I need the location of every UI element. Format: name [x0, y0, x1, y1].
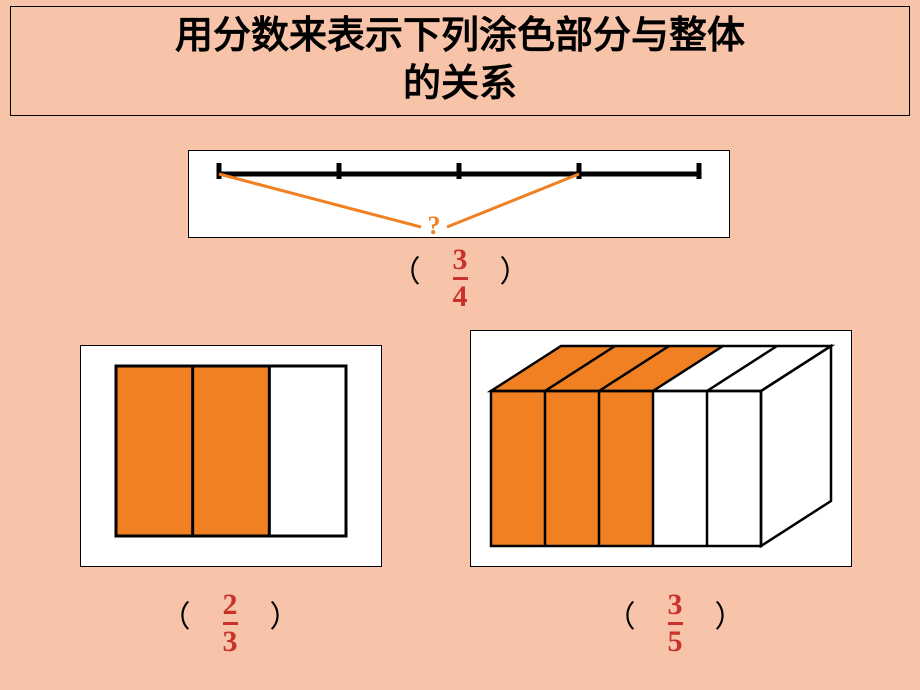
- title-box: 用分数来表示下列涂色部分与整体 的关系: [10, 6, 910, 116]
- figure3-answer: （ 3 5 ）: [545, 590, 805, 657]
- figure1-fraction: 3 4: [453, 245, 468, 312]
- figure2-fraction: 2 3: [223, 590, 238, 657]
- fig3-den: 5: [668, 627, 683, 657]
- figure2-svg: [81, 346, 381, 566]
- figure2-answer: （ 2 3 ）: [100, 590, 360, 657]
- paren-left-2: （: [161, 601, 191, 634]
- fig3-num: 3: [668, 590, 683, 620]
- title-line1: 用分数来表示下列涂色部分与整体: [11, 13, 909, 61]
- fig2-den: 3: [223, 627, 238, 657]
- figure1-panel: ?: [188, 150, 730, 238]
- paren-right: ）: [500, 256, 530, 289]
- fig1-den: 4: [453, 282, 468, 312]
- figure3-fraction: 3 5: [668, 590, 683, 657]
- figure1-svg: ?: [189, 151, 729, 237]
- paren-right-3: ）: [715, 601, 745, 634]
- title-line2: 的关系: [11, 61, 909, 109]
- question-mark: ?: [428, 211, 441, 237]
- figure2-panel: [80, 345, 382, 567]
- paren-right-2: ）: [270, 601, 300, 634]
- figure3-svg: [471, 331, 851, 566]
- figure1-answer: （ 3 4 ）: [330, 245, 590, 312]
- paren-left: （: [391, 256, 421, 289]
- fig1-num: 3: [453, 245, 468, 275]
- figure3-panel: [470, 330, 852, 567]
- fig2-num: 2: [223, 590, 238, 620]
- paren-left-3: （: [606, 601, 636, 634]
